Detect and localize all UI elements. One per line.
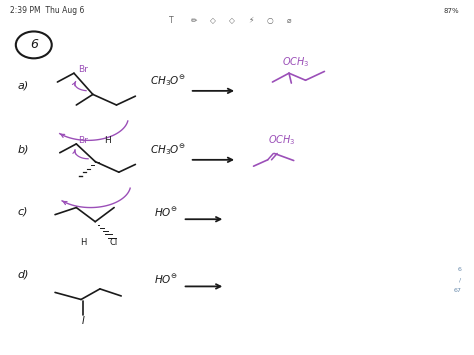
Text: H: H (80, 238, 87, 247)
Text: T: T (169, 16, 173, 24)
Text: a): a) (17, 81, 28, 91)
Text: 6: 6 (457, 267, 462, 272)
Text: Br: Br (79, 65, 88, 74)
Text: I: I (82, 316, 85, 326)
Text: Cl: Cl (110, 238, 118, 247)
Text: ⚡: ⚡ (248, 16, 254, 24)
Text: 87%: 87% (444, 7, 459, 13)
Text: b): b) (17, 144, 29, 154)
Text: 6: 6 (30, 38, 38, 51)
Text: ○: ○ (267, 16, 273, 24)
Text: $HO^{\ominus}$: $HO^{\ominus}$ (154, 273, 178, 286)
Text: H: H (104, 136, 110, 145)
Text: ◇: ◇ (229, 16, 235, 24)
Text: $OCH_3$: $OCH_3$ (268, 133, 296, 147)
Text: $OCH_3$: $OCH_3$ (283, 56, 310, 70)
Text: $CH_3O^{\ominus}$: $CH_3O^{\ominus}$ (150, 142, 187, 157)
Text: $HO^{\ominus}$: $HO^{\ominus}$ (154, 206, 178, 219)
Text: /: / (459, 278, 462, 283)
Text: ⌀: ⌀ (287, 16, 292, 24)
Text: $CH_3O^{\ominus}$: $CH_3O^{\ominus}$ (150, 73, 187, 88)
Text: 67: 67 (454, 288, 462, 293)
Text: d): d) (17, 270, 29, 280)
Text: c): c) (17, 206, 28, 216)
Text: ◇: ◇ (210, 16, 216, 24)
Text: Br: Br (79, 136, 88, 145)
Text: 2:39 PM  Thu Aug 6: 2:39 PM Thu Aug 6 (10, 6, 84, 15)
Text: ✏: ✏ (191, 16, 198, 24)
